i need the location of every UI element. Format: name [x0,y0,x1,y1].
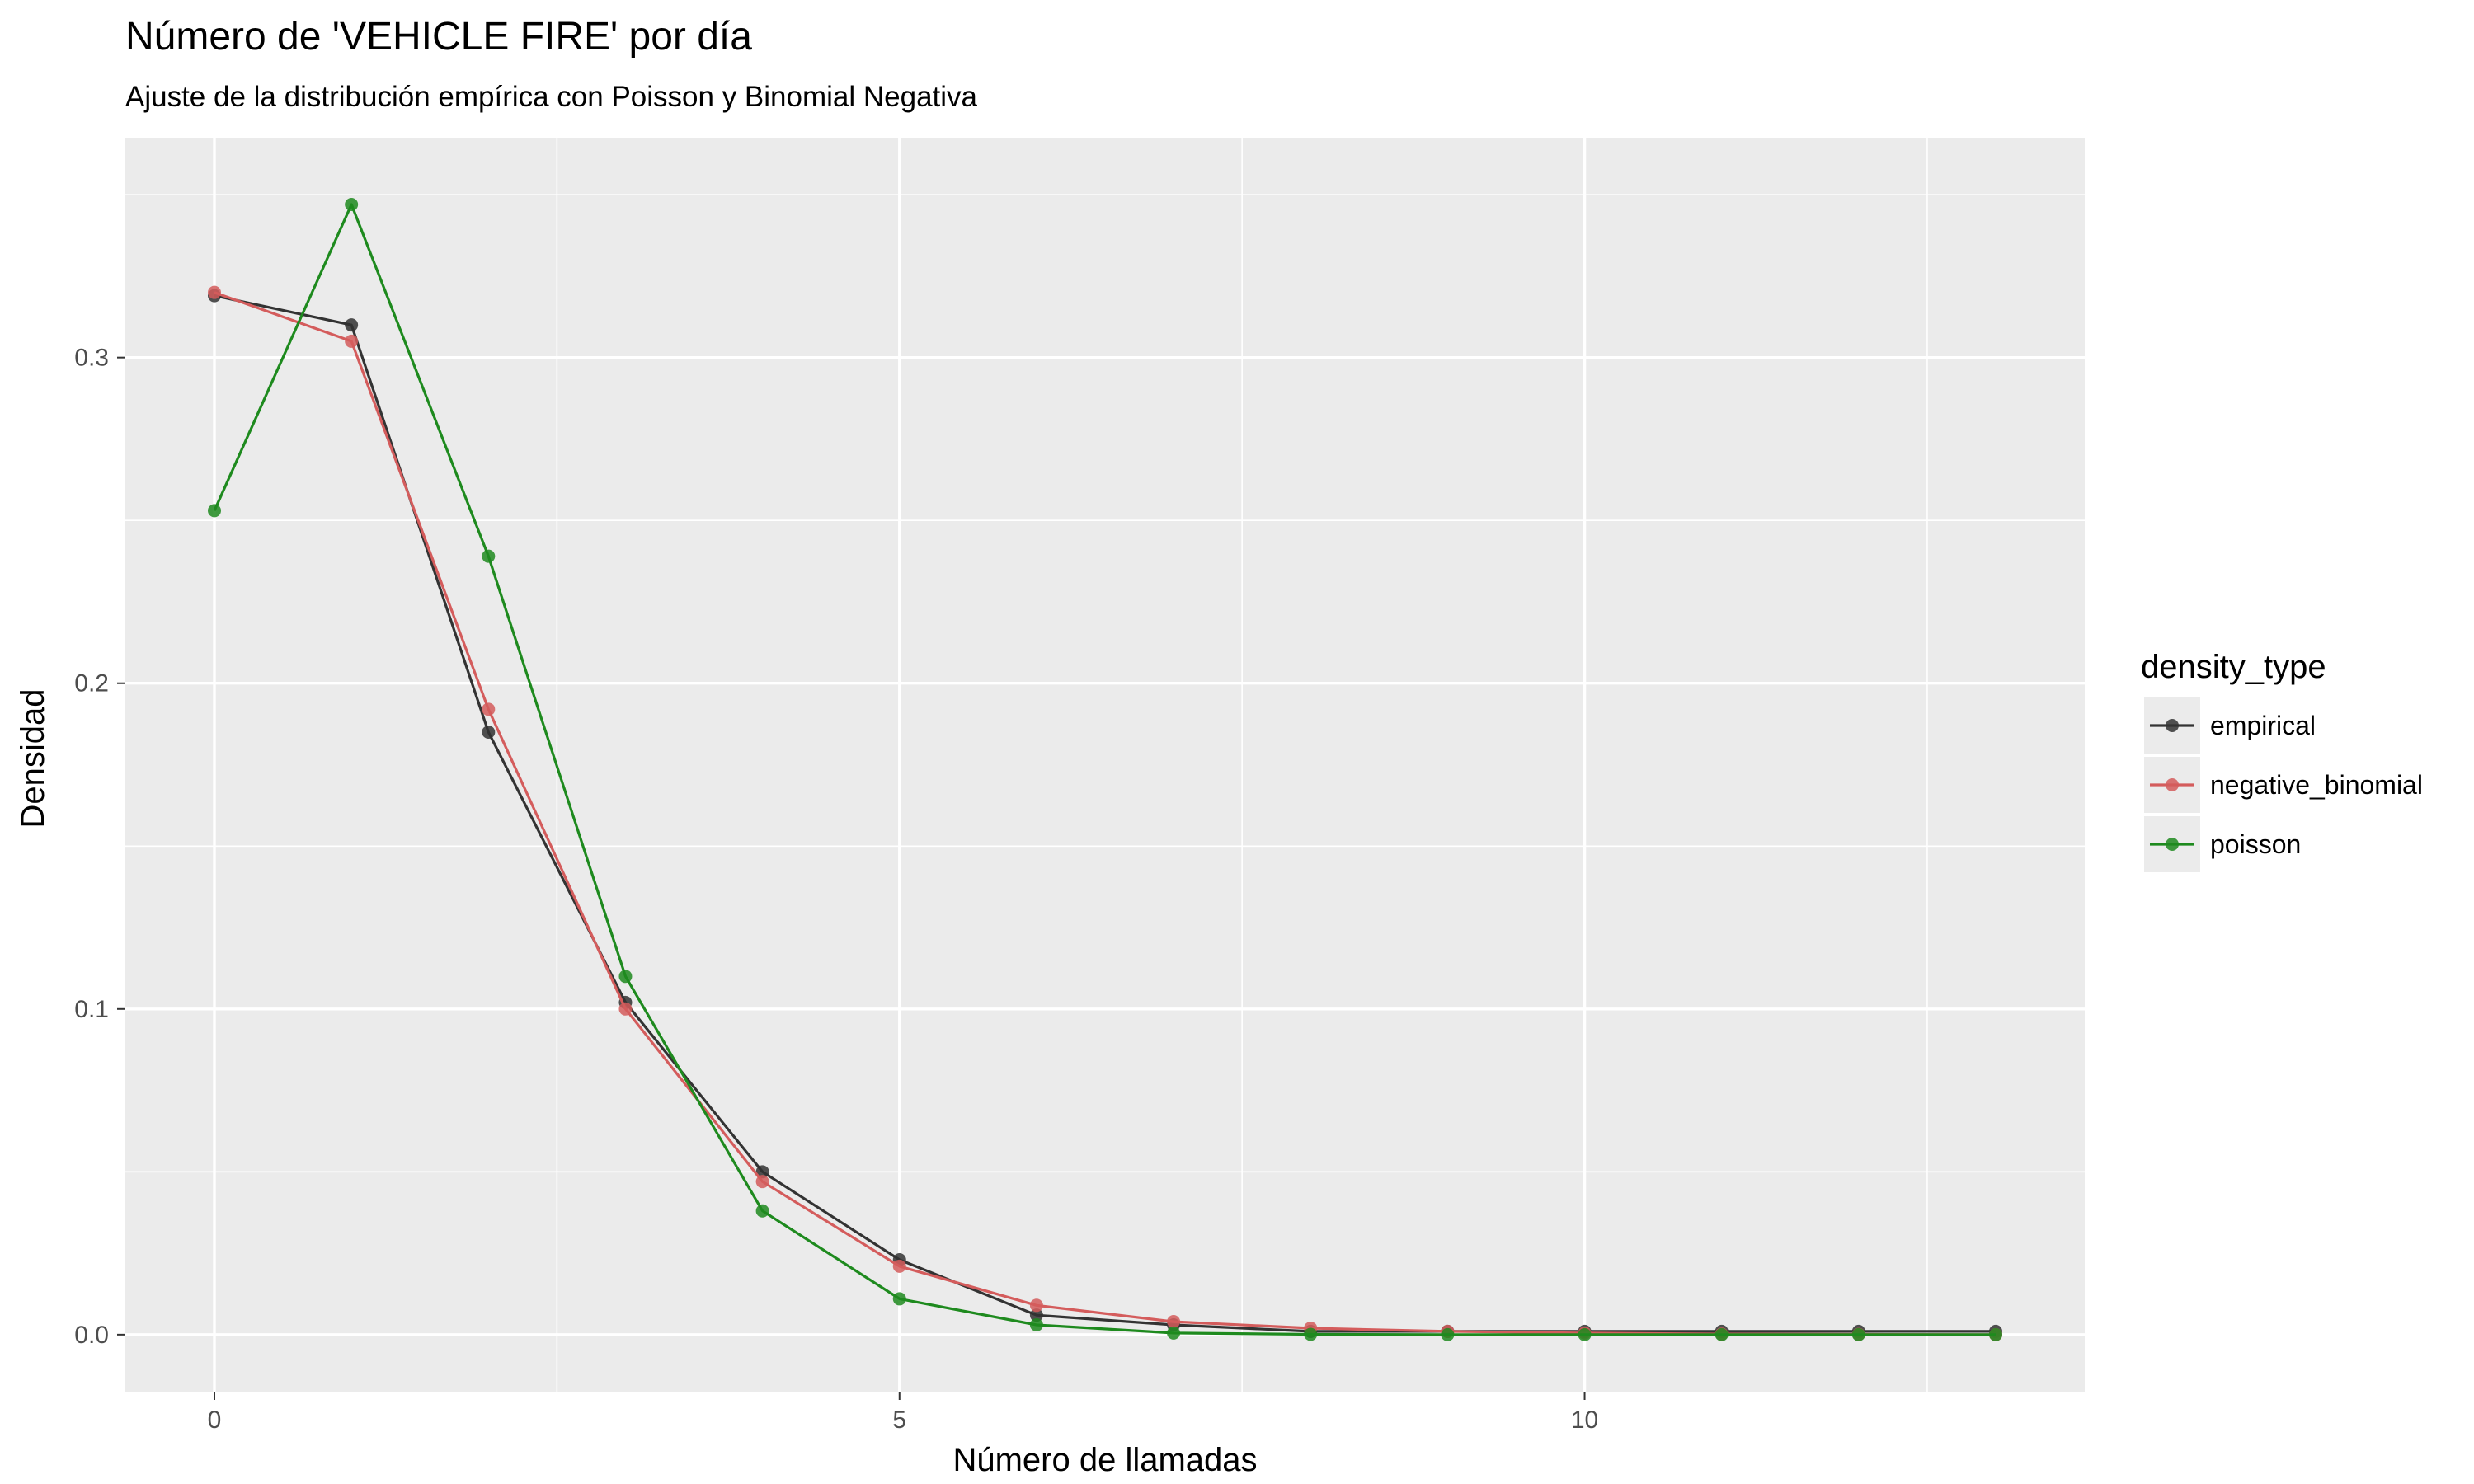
major-gridlines [125,138,2085,1392]
data-point [1029,1318,1043,1332]
data-point [1441,1327,1455,1341]
y-axis-title: Densidad [15,688,51,828]
data-point [1167,1315,1181,1329]
legend-item-empirical: empirical [2144,697,2316,754]
x-tick-label: 10 [1571,1407,1598,1434]
legend-item-poisson: poisson [2144,816,2301,872]
x-axis-title: Número de llamadas [952,1442,1257,1478]
data-point [1578,1327,1592,1341]
data-point [1167,1326,1181,1340]
data-point [208,504,221,518]
data-point [892,1259,906,1273]
chart-subtitle: Ajuste de la distribución empírica con P… [125,81,978,113]
data-point [618,1002,633,1016]
y-tick-label: 0.0 [74,1322,109,1349]
y-tick-label: 0.1 [74,996,109,1023]
data-point [482,725,496,739]
x-tick-label: 0 [208,1407,222,1434]
legend-item-negative_binomial: negative_binomial [2144,757,2423,813]
x-tick-label: 5 [892,1407,906,1434]
series-line [213,203,1996,1336]
plot-panel [125,138,2085,1392]
data-point [1029,1298,1043,1313]
legend-label: empirical [2210,711,2316,740]
legend-label: poisson [2210,829,2301,859]
data-point [1029,1308,1043,1322]
chart-title: Número de 'VEHICLE FIRE' por día [125,15,752,59]
data-point [618,970,633,984]
data-point [755,1165,769,1179]
legend-key-point [2166,719,2179,732]
data-point [1989,1327,2002,1341]
data-point [345,318,359,332]
y-tick-label: 0.3 [74,345,109,372]
data-point [345,197,359,211]
series-layer [208,197,2002,1341]
data-point [482,702,496,716]
data-point [755,1204,769,1218]
data-point [345,334,359,348]
data-point [208,285,221,299]
data-point [1304,1327,1318,1341]
series-line [214,294,1996,1333]
data-point [892,1292,906,1306]
minor-gridlines [125,138,2085,1392]
legend-label: negative_binomial [2210,770,2423,800]
legend-key-point [2166,778,2179,791]
data-point [755,1175,769,1189]
data-point [1714,1327,1729,1341]
y-axis: 0.0 0.1 0.2 0.3 [74,345,125,1349]
y-tick-label: 0.2 [74,670,109,697]
legend-title: density_type [2141,649,2326,685]
legend: density_type empirical negative_binomialp… [2141,649,2423,872]
legend-key-point [2166,838,2179,851]
data-point [1851,1327,1865,1341]
x-axis: 0 5 10 [208,1392,1598,1434]
data-point [482,549,496,563]
series-poisson [208,197,2002,1341]
